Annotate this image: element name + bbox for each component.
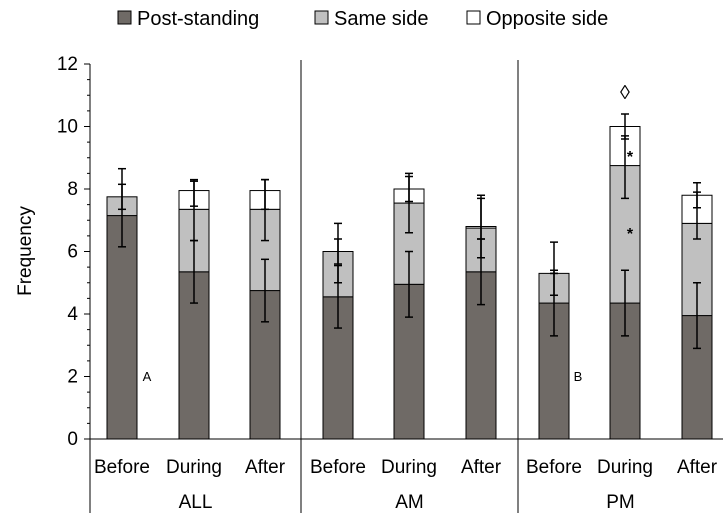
significance-diamond: ◊: [620, 82, 630, 104]
group-note: B: [574, 369, 583, 384]
legend-swatch: [117, 10, 132, 25]
vertical-separators: [89, 60, 519, 513]
group-label: AM: [395, 492, 424, 513]
legend-swatch: [314, 10, 329, 25]
legend-label: Same side: [334, 8, 429, 30]
bar-segment: [106, 215, 138, 440]
category-label: During: [166, 457, 222, 478]
significance-star: *: [627, 149, 634, 166]
legend-swatch: [466, 10, 481, 25]
y-axis-title: Frequency: [15, 206, 36, 296]
category-label: Before: [526, 457, 582, 478]
legend: Post-standing Same side Opposite side: [117, 8, 608, 30]
significance-star: *: [627, 226, 634, 243]
legend-label: Opposite side: [486, 8, 608, 30]
category-label: After: [245, 457, 286, 478]
category-label: After: [461, 457, 502, 478]
y-tick-label: 10: [57, 117, 78, 138]
y-tick-label: 2: [67, 367, 78, 388]
category-label: After: [677, 457, 718, 478]
category-label: Before: [310, 457, 366, 478]
legend-label: Post-standing: [137, 8, 259, 30]
group-label: PM: [606, 492, 635, 513]
y-tick-label: 4: [67, 304, 78, 325]
error-bars-layer: [118, 113, 701, 350]
category-label: During: [381, 457, 437, 478]
y-tick-label: 0: [67, 429, 78, 450]
y-tick-label: 6: [67, 242, 78, 263]
category-label: Before: [94, 457, 150, 478]
group-note: A: [143, 369, 152, 384]
axes-layer: 0 2 4 6 8 10 12 Before During After Before During Af…: [57, 54, 723, 513]
group-label: ALL: [179, 492, 213, 513]
annotations-layer: * * ◊ A B: [143, 82, 634, 384]
category-label: During: [597, 457, 653, 478]
y-tick-label: 12: [57, 54, 78, 75]
y-tick-label: 8: [67, 179, 78, 200]
